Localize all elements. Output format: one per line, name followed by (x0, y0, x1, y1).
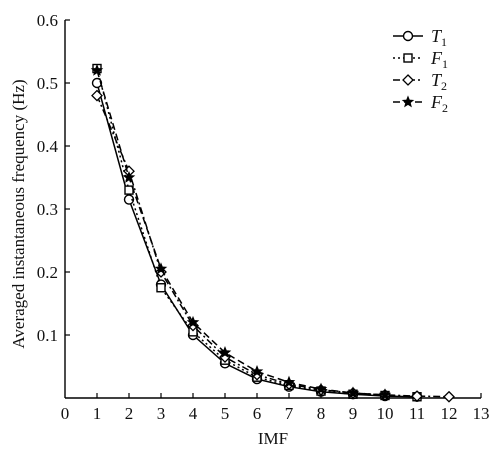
series-T1 (91, 77, 423, 402)
data-point-F2 (154, 262, 168, 275)
y-tick-label: 0.4 (37, 137, 59, 156)
x-tick-label: 1 (93, 404, 102, 423)
legend-label-subscript: 1 (442, 57, 448, 71)
x-axis-label: IMF (258, 429, 288, 448)
y-tick-label: 0.3 (37, 200, 58, 219)
legend-label-main: F (430, 48, 443, 68)
legend-item-F1: F1 (393, 48, 448, 71)
x-tick-label: 6 (253, 404, 262, 423)
data-point-F2 (378, 388, 392, 401)
legend-label: F1 (430, 48, 448, 71)
data-point-T2 (411, 390, 423, 403)
x-tick-label: 7 (285, 404, 294, 423)
y-tick-label: 0.1 (37, 326, 58, 345)
series-F1 (92, 63, 422, 402)
x-tick-label: 10 (377, 404, 394, 423)
y-tick-label: 0.2 (37, 263, 58, 282)
x-tick-label: 12 (441, 404, 458, 423)
legend-label-subscript: 2 (442, 101, 448, 115)
legend-marker (403, 53, 413, 63)
x-tick-label: 8 (317, 404, 326, 423)
series-line-F1 (96, 68, 418, 398)
legend-item-T1: T1 (393, 26, 447, 49)
data-point-F2 (218, 346, 232, 358)
y-tick-label: 0.6 (37, 11, 58, 30)
x-tick-label: 4 (189, 404, 198, 423)
data-point-F2 (314, 382, 328, 395)
x-tick-label: 13 (473, 404, 489, 423)
data-point-F2 (90, 63, 104, 76)
x-tick-label: 3 (157, 404, 166, 423)
data-point-F2 (250, 364, 264, 377)
legend-marker (401, 95, 415, 108)
legend-marker (402, 30, 414, 42)
series-line-T1 (96, 82, 418, 398)
series-line-F2 (96, 70, 386, 396)
x-tick-label: 11 (409, 404, 425, 423)
data-point-T2 (443, 390, 455, 403)
data-point-F2 (346, 386, 360, 399)
legend-label-main: T (431, 70, 443, 90)
legend-item-F2: F2 (393, 92, 448, 115)
data-point-F2 (186, 315, 200, 328)
legend-label-main: F (430, 92, 443, 112)
series-F2 (90, 63, 392, 401)
x-tick-label: 9 (349, 404, 358, 423)
series-layer (90, 63, 455, 403)
legend-marker (402, 74, 414, 86)
x-tick-label: 2 (125, 404, 134, 423)
data-point-T1 (123, 194, 135, 205)
x-tick-label: 5 (221, 404, 230, 423)
legend-label: T2 (431, 70, 447, 93)
axes: 0 1 2 3 4 5 6 7 8 9 10 11 12 130.10.20.30.40.50.6 (37, 11, 489, 423)
series-line-T2 (96, 95, 450, 398)
legend-label-main: T (431, 26, 443, 46)
data-point-F2 (282, 375, 296, 388)
y-tick-label: 0.5 (37, 74, 58, 93)
data-point-T2 (91, 89, 103, 102)
legend-label: F2 (430, 92, 448, 115)
data-point-F1 (156, 283, 166, 293)
x-tick-label: 0 (61, 404, 70, 423)
legend-label-subscript: 1 (441, 35, 447, 49)
data-point-F2 (122, 170, 136, 183)
legend-item-T2: T2 (393, 70, 447, 93)
legend-label-subscript: 2 (441, 79, 447, 93)
y-axis-label: Averaged instantaneous frequency (Hz) (9, 79, 28, 348)
legend-label: T1 (431, 26, 447, 49)
